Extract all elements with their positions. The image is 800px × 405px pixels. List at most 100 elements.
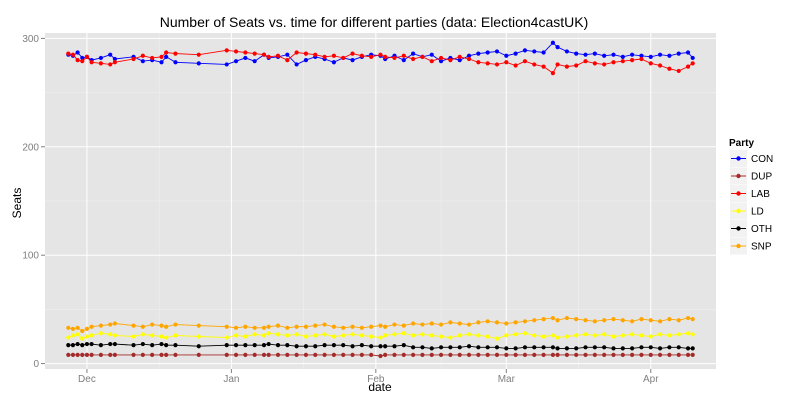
data-point-lab (303, 51, 309, 56)
legend-key-point-dup (736, 173, 741, 179)
data-point-oth (583, 345, 588, 350)
data-point-lab (457, 54, 462, 59)
data-point-snp (685, 315, 691, 321)
data-point-dup (266, 352, 271, 358)
data-point-snp (303, 324, 309, 329)
data-point-dup (592, 352, 597, 358)
data-point-lab (252, 51, 257, 56)
data-point-oth (131, 343, 136, 348)
data-point-ld (75, 332, 80, 337)
data-point-snp (476, 320, 481, 325)
data-point-ld (378, 335, 383, 340)
data-point-ld (690, 332, 695, 337)
data-point-lab (131, 56, 136, 62)
data-point-snp (504, 321, 509, 326)
data-point-ld (275, 332, 281, 337)
data-point-con (657, 52, 663, 57)
data-point-snp (657, 319, 663, 324)
data-point-lab (690, 61, 695, 66)
data-point-dup (639, 352, 644, 358)
data-point-con (294, 62, 299, 67)
data-point-snp (513, 320, 518, 325)
data-point-ld (574, 333, 579, 338)
data-point-lab (66, 51, 71, 56)
data-point-ld (583, 332, 588, 337)
data-point-oth (350, 344, 355, 349)
data-point-snp (648, 318, 653, 323)
data-point-ld (457, 333, 462, 338)
data-point-oth (243, 343, 248, 348)
data-point-con (564, 49, 569, 54)
data-point-ld (392, 332, 397, 337)
data-point-lab (532, 62, 537, 67)
data-point-snp (233, 325, 239, 330)
data-point-dup (66, 352, 71, 358)
data-point-lab (592, 61, 597, 66)
legend: Party CON DUP LAB LD OTH SNP (729, 138, 773, 255)
plot-area: 0 100 200 300 Dec Jan Feb Mar Apr (22, 33, 716, 385)
data-point-snp (331, 324, 337, 329)
data-point-con (620, 54, 625, 59)
data-point-lab (108, 62, 113, 67)
data-point-ld (541, 334, 546, 339)
data-point-oth (369, 344, 374, 349)
data-point-dup (369, 352, 374, 358)
data-point-oth (303, 344, 309, 349)
data-point-oth (80, 343, 85, 348)
data-point-oth (341, 343, 346, 348)
data-point-lab (630, 57, 635, 63)
data-point-dup (303, 352, 309, 358)
data-point-con (522, 48, 528, 53)
data-point-snp (196, 323, 201, 328)
data-point-dup (438, 352, 444, 358)
data-point-oth (84, 341, 90, 347)
data-point-con (611, 52, 616, 57)
data-point-dup (70, 352, 76, 358)
data-point-lab (485, 61, 490, 66)
x-tick-label: Apr (643, 374, 659, 385)
data-point-lab (676, 68, 681, 74)
data-point-dup (243, 352, 248, 358)
data-point-snp (285, 325, 290, 330)
data-point-snp (620, 318, 625, 323)
data-point-snp (448, 320, 453, 325)
data-point-ld (401, 331, 406, 336)
legend-key-point-snp (736, 243, 741, 249)
data-point-con (583, 52, 588, 57)
data-point-oth (466, 344, 472, 349)
data-point-lab (383, 54, 388, 59)
data-point-con (685, 50, 691, 55)
data-point-ld (261, 333, 267, 338)
data-point-ld (630, 332, 635, 337)
data-point-snp (438, 322, 444, 327)
data-point-dup (630, 352, 635, 358)
data-point-dup (564, 352, 569, 358)
data-point-lab (150, 55, 155, 61)
data-point-dup (550, 352, 556, 358)
data-point-snp (112, 321, 117, 326)
data-point-con (555, 44, 560, 50)
data-point-con (676, 51, 681, 56)
data-point-dup (150, 352, 155, 358)
data-point-oth (685, 346, 691, 351)
data-point-ld (150, 333, 155, 338)
data-point-lab (401, 53, 406, 58)
data-point-snp (108, 322, 113, 327)
data-point-ld (522, 331, 528, 336)
data-point-lab (322, 54, 327, 59)
data-point-con (648, 54, 653, 59)
data-point-oth (261, 343, 267, 348)
legend-label-oth: OTH (751, 224, 772, 235)
data-point-snp (313, 323, 318, 328)
data-point-ld (303, 334, 309, 339)
legend-label-con: CON (751, 154, 773, 165)
data-point-ld (611, 334, 616, 339)
data-point-oth (611, 346, 616, 351)
data-point-lab (98, 61, 104, 66)
data-point-ld (438, 334, 444, 339)
data-point-snp (80, 328, 85, 334)
data-point-dup (611, 352, 616, 358)
data-point-ld (513, 332, 518, 337)
data-point-con (401, 57, 406, 63)
